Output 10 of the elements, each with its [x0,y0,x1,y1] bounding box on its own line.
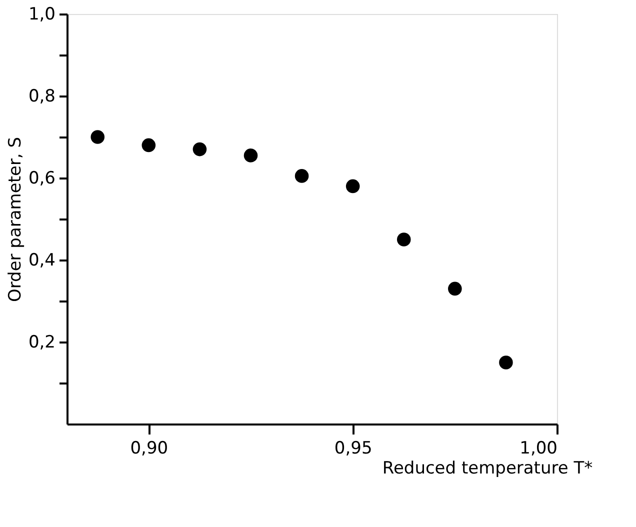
y-tick-label: 1,0 [28,4,56,24]
y-tick-label: 0,6 [28,168,56,188]
x-tick-label: 0,95 [334,438,372,458]
x-axis-title: Reduced temperature T* [382,458,593,478]
y-tick-label: 0,8 [28,86,56,106]
y-tick-label: 0,4 [28,250,56,270]
y-axis-title: Order parameter, S [5,136,26,302]
y-tick-label: 0,2 [28,332,56,352]
x-tick-label: 1,00 [520,438,558,458]
x-tick-label: 0,90 [130,438,168,458]
